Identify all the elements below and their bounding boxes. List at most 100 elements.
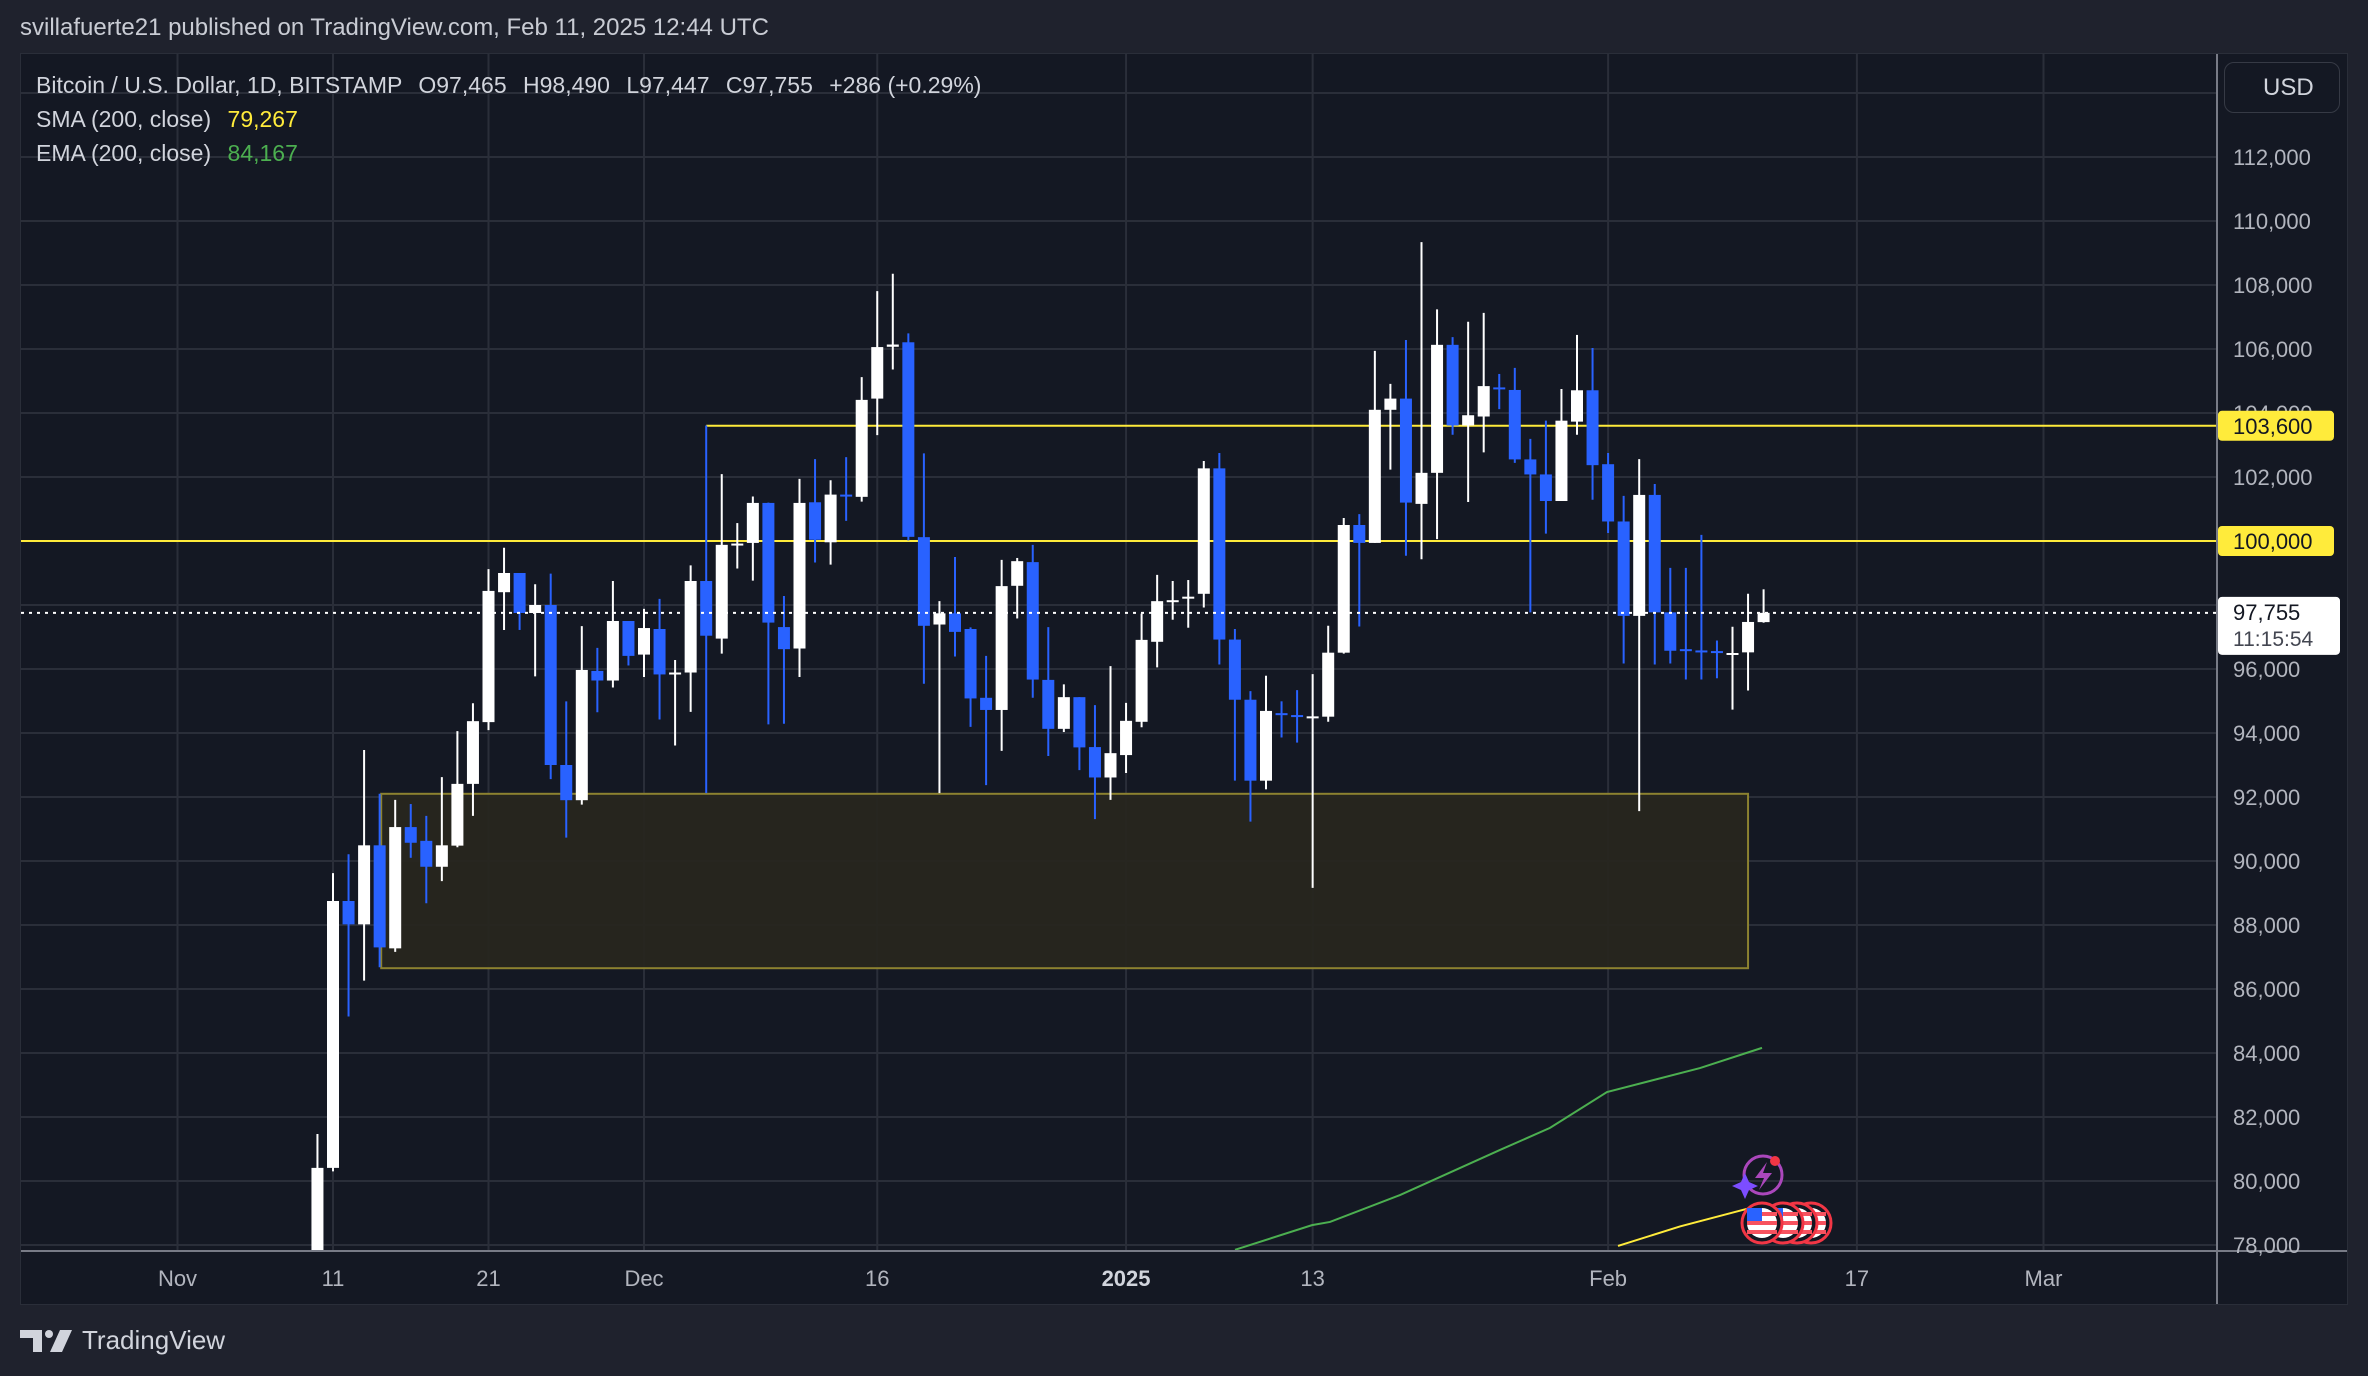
candle[interactable] — [389, 799, 402, 952]
candle[interactable] — [1057, 684, 1070, 733]
candle[interactable] — [1477, 312, 1490, 453]
candle[interactable] — [1757, 589, 1770, 623]
candle[interactable] — [902, 333, 915, 541]
candle[interactable] — [1166, 581, 1179, 620]
candle[interactable] — [731, 523, 744, 569]
candle[interactable] — [451, 731, 464, 848]
candle[interactable] — [622, 621, 635, 666]
candle[interactable] — [1291, 690, 1304, 743]
candle[interactable] — [1726, 626, 1739, 710]
tradingview-logo[interactable]: TradingView — [20, 1325, 225, 1356]
candle[interactable] — [420, 815, 433, 904]
candle[interactable] — [342, 854, 355, 1017]
candle[interactable] — [1213, 453, 1226, 665]
candle[interactable] — [964, 627, 977, 727]
candle[interactable] — [1508, 367, 1521, 463]
candle[interactable] — [1384, 383, 1397, 470]
candle[interactable] — [1742, 593, 1755, 691]
candle[interactable] — [1648, 484, 1661, 665]
candle[interactable] — [575, 626, 588, 805]
candle[interactable] — [1088, 705, 1101, 820]
events-markers[interactable] — [1732, 1154, 1833, 1245]
candle[interactable] — [513, 573, 526, 630]
candle[interactable] — [373, 793, 386, 968]
candle[interactable] — [1633, 459, 1646, 812]
candle[interactable] — [358, 749, 371, 981]
candle[interactable] — [809, 459, 822, 563]
chart-frame[interactable] — [20, 53, 2348, 1305]
candle[interactable] — [995, 559, 1008, 751]
candle[interactable] — [777, 596, 790, 724]
candle[interactable] — [1337, 517, 1350, 654]
ema-row[interactable]: EMA (200, close) 84,167 — [36, 136, 981, 170]
candle[interactable] — [1710, 640, 1723, 679]
candle[interactable] — [1555, 389, 1568, 501]
candle[interactable] — [1571, 334, 1583, 435]
plot-area[interactable] — [21, 29, 2217, 1309]
candle[interactable] — [1586, 348, 1599, 500]
candle[interactable] — [1617, 495, 1630, 664]
candle[interactable] — [498, 547, 511, 630]
candle[interactable] — [1244, 691, 1257, 822]
candle[interactable] — [1120, 702, 1133, 773]
candle[interactable] — [1368, 350, 1381, 543]
candle[interactable] — [824, 480, 837, 565]
sma-row[interactable]: SMA (200, close) 79,267 — [36, 102, 981, 136]
candle[interactable] — [1197, 461, 1210, 608]
candle[interactable] — [1260, 675, 1272, 790]
candle[interactable] — [840, 457, 853, 521]
candle[interactable] — [435, 777, 448, 882]
candle[interactable] — [1431, 309, 1444, 540]
candle[interactable] — [746, 496, 759, 581]
candle[interactable] — [1026, 544, 1039, 698]
candle[interactable] — [1042, 627, 1055, 757]
candle[interactable] — [1151, 574, 1164, 668]
candle[interactable] — [466, 703, 479, 816]
candle[interactable] — [1306, 674, 1319, 888]
candle[interactable] — [700, 425, 713, 794]
candle[interactable] — [980, 655, 993, 786]
candle[interactable] — [793, 478, 806, 677]
candle[interactable] — [1415, 242, 1428, 560]
support-zone[interactable] — [380, 792, 1750, 970]
candle[interactable] — [1322, 625, 1335, 722]
candle[interactable] — [1353, 514, 1366, 627]
candle[interactable] — [606, 581, 619, 688]
candle[interactable] — [1539, 420, 1552, 534]
symbol-title[interactable]: Bitcoin / U.S. Dollar, 1D, BITSTAMP — [36, 72, 402, 98]
candle[interactable] — [1135, 613, 1148, 728]
us-flag-economic-event-icon[interactable] — [1740, 1201, 1784, 1245]
candle[interactable] — [871, 291, 884, 436]
candle[interactable] — [591, 647, 604, 713]
candle[interactable] — [1182, 580, 1195, 628]
candle[interactable] — [715, 474, 728, 654]
candle[interactable] — [762, 502, 775, 725]
sma-line[interactable] — [1617, 1207, 1748, 1247]
candle[interactable] — [917, 453, 930, 684]
candle[interactable] — [933, 601, 946, 794]
candle[interactable] — [311, 1133, 324, 1309]
candle[interactable] — [1679, 567, 1692, 680]
ema-line[interactable] — [1234, 1046, 1763, 1251]
candle[interactable] — [1695, 534, 1708, 680]
candle[interactable] — [560, 701, 573, 838]
candle[interactable] — [1104, 666, 1117, 800]
candle[interactable] — [404, 804, 417, 858]
candle[interactable] — [1524, 438, 1537, 613]
lightning-event-icon[interactable] — [1732, 1154, 1784, 1199]
candle[interactable] — [669, 660, 682, 746]
candle[interactable] — [529, 584, 542, 677]
candle[interactable] — [1462, 321, 1475, 502]
candle[interactable] — [1399, 340, 1412, 556]
price-axis[interactable]: 78,000 80,000 82,000 84,000 86,000 88,000 90,0… — [2218, 145, 2340, 1258]
candle[interactable] — [1602, 453, 1615, 533]
candle[interactable] — [1011, 557, 1024, 619]
candle[interactable] — [949, 557, 961, 657]
time-axis[interactable]: Nov 11 21 Dec 16 2025 13 Feb 17 Mar — [158, 1266, 2063, 1291]
candle[interactable] — [855, 377, 868, 502]
candle[interactable] — [684, 565, 697, 712]
candle[interactable] — [1446, 337, 1459, 435]
candle[interactable] — [653, 598, 666, 720]
candle[interactable] — [1228, 629, 1241, 781]
